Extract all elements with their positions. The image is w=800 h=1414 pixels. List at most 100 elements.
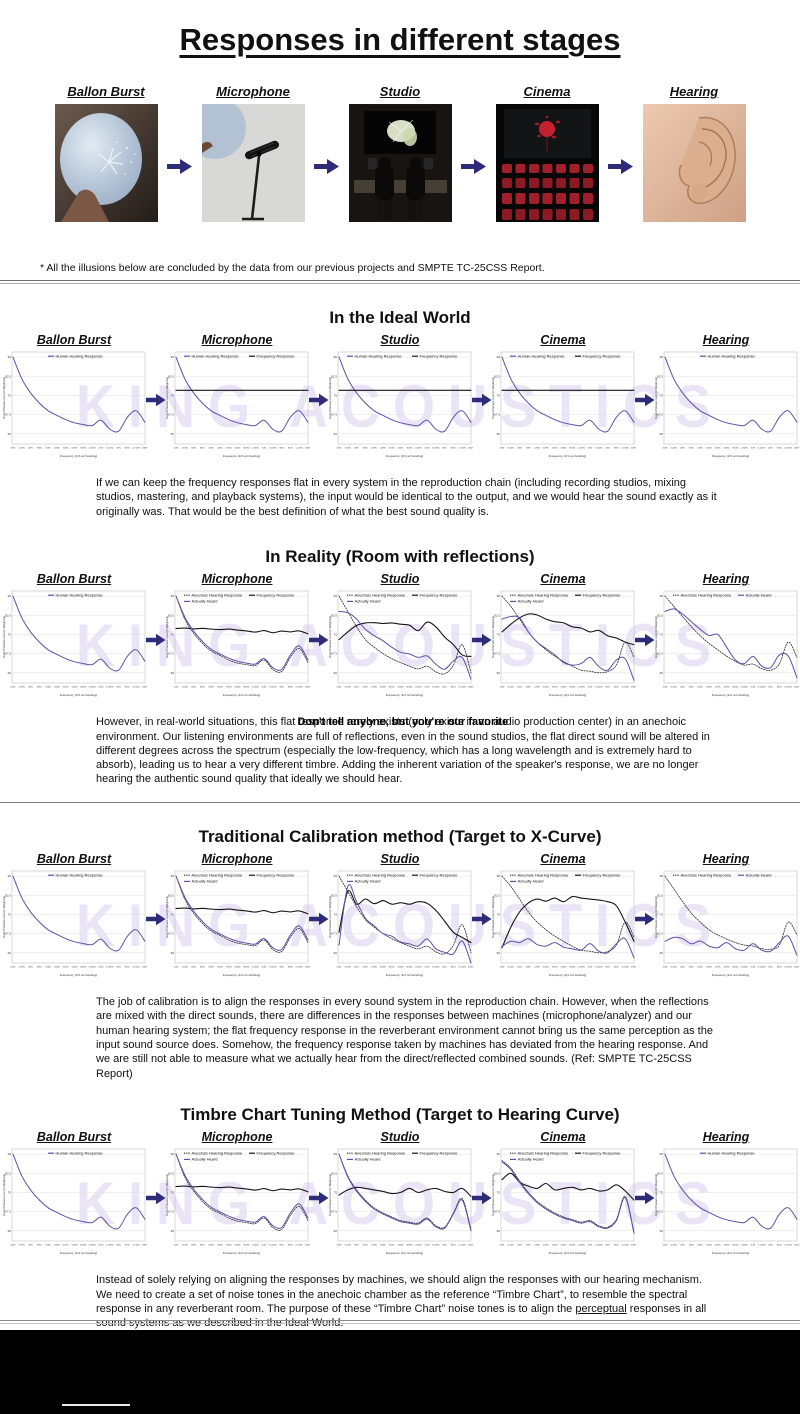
arrow-icon	[308, 633, 329, 652]
svg-text:1.25kHz: 1.25kHz	[251, 687, 259, 689]
svg-text:Actually Heard: Actually Heard	[745, 593, 771, 598]
svg-text:20Hz: 20Hz	[10, 1245, 15, 1247]
svg-text:Frequency (1/3 oct banding): Frequency (1/3 oct banding)	[385, 693, 423, 697]
svg-text:Sound Pressure Level (C-Weight: Sound Pressure Level (C-Weighting)	[491, 377, 495, 419]
svg-text:800Hz: 800Hz	[732, 967, 738, 969]
svg-text:90: 90	[496, 874, 500, 878]
svg-text:Frequency Response: Frequency Response	[419, 1151, 458, 1156]
arrow-icon	[634, 912, 655, 931]
paragraph-text: Instead of solely relying on aligning th…	[96, 1274, 702, 1315]
svg-text:2kHz: 2kHz	[261, 967, 266, 969]
svg-text:20Hz: 20Hz	[499, 1245, 504, 1247]
svg-text:50Hz: 50Hz	[354, 1245, 359, 1247]
svg-text:90: 90	[659, 874, 663, 878]
svg-text:1.25kHz: 1.25kHz	[251, 447, 259, 449]
svg-text:31.5Hz: 31.5Hz	[344, 967, 351, 969]
svg-text:5kHz: 5kHz	[768, 687, 773, 689]
response-chart: 90 82.5 75 67.5 60 20Hz 31.5Hz 50Hz 80Hz 125Hz 200…	[327, 870, 473, 977]
svg-text:80Hz: 80Hz	[525, 447, 530, 449]
svg-text:82.5: 82.5	[5, 893, 11, 897]
svg-text:Frequency Response: Frequency Response	[256, 1151, 295, 1156]
svg-text:20Hz: 20Hz	[336, 687, 341, 689]
svg-text:315Hz: 315Hz	[225, 1245, 231, 1247]
chart-cinema: Cinema 90 82.5 75 67.5 60 20Hz 31.5Hz 50Hz 80Hz 12…	[490, 852, 636, 992]
svg-text:60: 60	[496, 1229, 500, 1233]
svg-text:75: 75	[659, 633, 663, 637]
svg-text:125Hz: 125Hz	[534, 687, 540, 689]
svg-text:200Hz: 200Hz	[705, 967, 711, 969]
svg-text:125Hz: 125Hz	[697, 1245, 703, 1247]
svg-text:8kHz: 8kHz	[451, 1245, 456, 1247]
svg-text:Anechoic Hearing Response: Anechoic Hearing Response	[517, 873, 568, 878]
svg-text:Anechoic Hearing Response: Anechoic Hearing Response	[354, 873, 405, 878]
chart-studio: Studio 90 82.5 75 67.5 60 20Hz 31.5Hz 50Hz 80Hz 12…	[327, 1130, 473, 1270]
svg-text:Actually Heard: Actually Heard	[354, 599, 380, 604]
chart-stage-title: Studio	[380, 571, 420, 586]
section-ideal-world: In the Ideal World KING ACOUSTICS Ballon…	[0, 308, 800, 519]
svg-text:500Hz: 500Hz	[397, 967, 403, 969]
svg-text:80Hz: 80Hz	[362, 967, 367, 969]
arrow-icon	[166, 158, 193, 180]
svg-text:1.25kHz: 1.25kHz	[88, 1245, 96, 1247]
svg-text:82.5: 82.5	[494, 893, 500, 897]
svg-text:82.5: 82.5	[657, 893, 663, 897]
svg-text:3.15kHz: 3.15kHz	[757, 687, 765, 689]
svg-text:2kHz: 2kHz	[261, 1245, 266, 1247]
svg-text:60: 60	[659, 671, 663, 675]
svg-text:3.15kHz: 3.15kHz	[431, 1245, 439, 1247]
charts-row: Ballon Burst 90 82.5 75 67.5 60 20Hz 31.5Hz 50Hz…	[0, 1130, 800, 1270]
svg-text:20Hz: 20Hz	[662, 687, 667, 689]
svg-text:315Hz: 315Hz	[388, 967, 394, 969]
chart-ballon-burst: Ballon Burst 90 82.5 75 67.5 60 20Hz 31.5Hz 50Hz…	[1, 571, 147, 712]
svg-text:5kHz: 5kHz	[279, 1245, 284, 1247]
svg-text:31.5Hz: 31.5Hz	[181, 687, 188, 689]
svg-text:20kHz: 20kHz	[142, 687, 147, 689]
svg-text:Frequency Response: Frequency Response	[256, 873, 295, 878]
svg-text:3.15kHz: 3.15kHz	[105, 687, 113, 689]
response-chart: 90 82.5 75 67.5 60 20Hz 31.5Hz 50Hz 80Hz 125Hz 200…	[490, 351, 636, 458]
svg-text:Actually Heard: Actually Heard	[517, 1157, 543, 1162]
svg-text:67.5: 67.5	[5, 413, 11, 417]
svg-text:Frequency Response: Frequency Response	[582, 593, 621, 598]
chart-stage-title: Ballon Burst	[36, 571, 112, 586]
svg-text:315Hz: 315Hz	[551, 687, 557, 689]
svg-text:1.25kHz: 1.25kHz	[577, 1245, 585, 1247]
arrow-icon	[308, 393, 329, 412]
svg-text:200Hz: 200Hz	[216, 967, 222, 969]
svg-text:315Hz: 315Hz	[62, 687, 68, 689]
svg-text:500Hz: 500Hz	[234, 447, 240, 449]
response-chart: 90 82.5 75 67.5 60 20Hz 31.5Hz 50Hz 80Hz 125Hz 200…	[653, 351, 799, 458]
svg-text:Frequency (1/3 oct banding): Frequency (1/3 oct banding)	[711, 693, 749, 697]
svg-text:60: 60	[7, 671, 11, 675]
response-chart: 90 82.5 75 67.5 60 20Hz 31.5Hz 50Hz 80Hz 125Hz 200…	[653, 870, 799, 977]
chart-cinema: Cinema 90 82.5 75 67.5 60 20Hz 31.5Hz 50Hz 80Hz 12…	[490, 333, 636, 473]
svg-text:31.5Hz: 31.5Hz	[670, 967, 677, 969]
chart-stage-title: Microphone	[201, 571, 273, 586]
svg-text:20Hz: 20Hz	[173, 687, 178, 689]
stage-label-microphone: Microphone	[216, 84, 290, 99]
svg-text:20Hz: 20Hz	[173, 1245, 178, 1247]
svg-text:5kHz: 5kHz	[279, 687, 284, 689]
arrow-icon	[313, 158, 340, 180]
svg-text:12.5kHz: 12.5kHz	[621, 687, 629, 689]
chart-stage-title: Ballon Burst	[36, 851, 112, 866]
section-timbre-chart-tuning: Timbre Chart Tuning Method (Target to He…	[0, 1105, 800, 1331]
svg-text:2kHz: 2kHz	[587, 687, 592, 689]
svg-text:200Hz: 200Hz	[705, 1245, 711, 1247]
svg-text:82.5: 82.5	[494, 1172, 500, 1176]
svg-text:3.15kHz: 3.15kHz	[594, 687, 602, 689]
svg-text:Frequency (1/3 oct banding): Frequency (1/3 oct banding)	[222, 1251, 260, 1255]
svg-text:90: 90	[659, 594, 663, 598]
svg-text:67.5: 67.5	[168, 413, 174, 417]
svg-text:1.25kHz: 1.25kHz	[577, 967, 585, 969]
chart-stage-title: Hearing	[702, 332, 750, 347]
svg-text:125Hz: 125Hz	[208, 447, 214, 449]
studio-photo	[348, 103, 452, 222]
svg-text:50Hz: 50Hz	[354, 687, 359, 689]
svg-text:500Hz: 500Hz	[397, 1245, 403, 1247]
svg-text:12.5kHz: 12.5kHz	[295, 967, 303, 969]
svg-text:8kHz: 8kHz	[451, 967, 456, 969]
svg-text:12.5kHz: 12.5kHz	[132, 967, 140, 969]
arrow-icon	[145, 393, 166, 412]
svg-text:20Hz: 20Hz	[10, 447, 15, 449]
